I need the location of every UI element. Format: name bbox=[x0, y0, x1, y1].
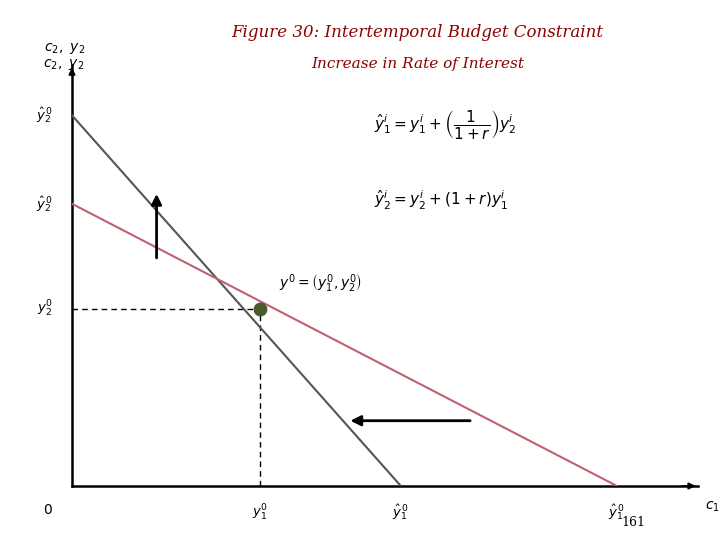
Text: $y^0_1$: $y^0_1$ bbox=[252, 503, 268, 523]
Text: $\hat{y}^{\,0}_2$: $\hat{y}^{\,0}_2$ bbox=[36, 194, 53, 214]
Text: $\hat{y}^i_2 = y^i_2 + \left(1+r\right)y^i_1$: $\hat{y}^i_2 = y^i_2 + \left(1+r\right)y… bbox=[374, 188, 508, 212]
Text: Increase in Rate of Interest: Increase in Rate of Interest bbox=[311, 57, 524, 71]
Text: Figure 30: Intertemporal Budget Constraint: Figure 30: Intertemporal Budget Constrai… bbox=[232, 24, 603, 41]
Text: $c_2,\ y_2$: $c_2,\ y_2$ bbox=[43, 57, 84, 72]
Text: $\hat{y}^{\,0}_1$: $\hat{y}^{\,0}_1$ bbox=[392, 503, 410, 523]
Text: 161: 161 bbox=[621, 516, 646, 529]
Text: $c_2,\ y_2$: $c_2,\ y_2$ bbox=[44, 42, 85, 56]
Text: $0$: $0$ bbox=[43, 503, 53, 517]
Text: $y^0 = \left(y^0_1,y^0_2\right)$: $y^0 = \left(y^0_1,y^0_2\right)$ bbox=[279, 273, 361, 295]
Text: $\hat{y}^{\,0}_2$: $\hat{y}^{\,0}_2$ bbox=[36, 105, 53, 125]
Text: $\hat{y}^i_1 = y^i_1 + \left(\dfrac{1}{1+r}\right)y^i_2$: $\hat{y}^i_1 = y^i_1 + \left(\dfrac{1}{1… bbox=[374, 107, 516, 141]
Text: $c_1,\ y_1$: $c_1,\ y_1$ bbox=[705, 498, 720, 514]
Text: $y^0_2$: $y^0_2$ bbox=[37, 299, 53, 319]
Text: $\hat{y}^{\,0}_1$: $\hat{y}^{\,0}_1$ bbox=[608, 503, 626, 523]
